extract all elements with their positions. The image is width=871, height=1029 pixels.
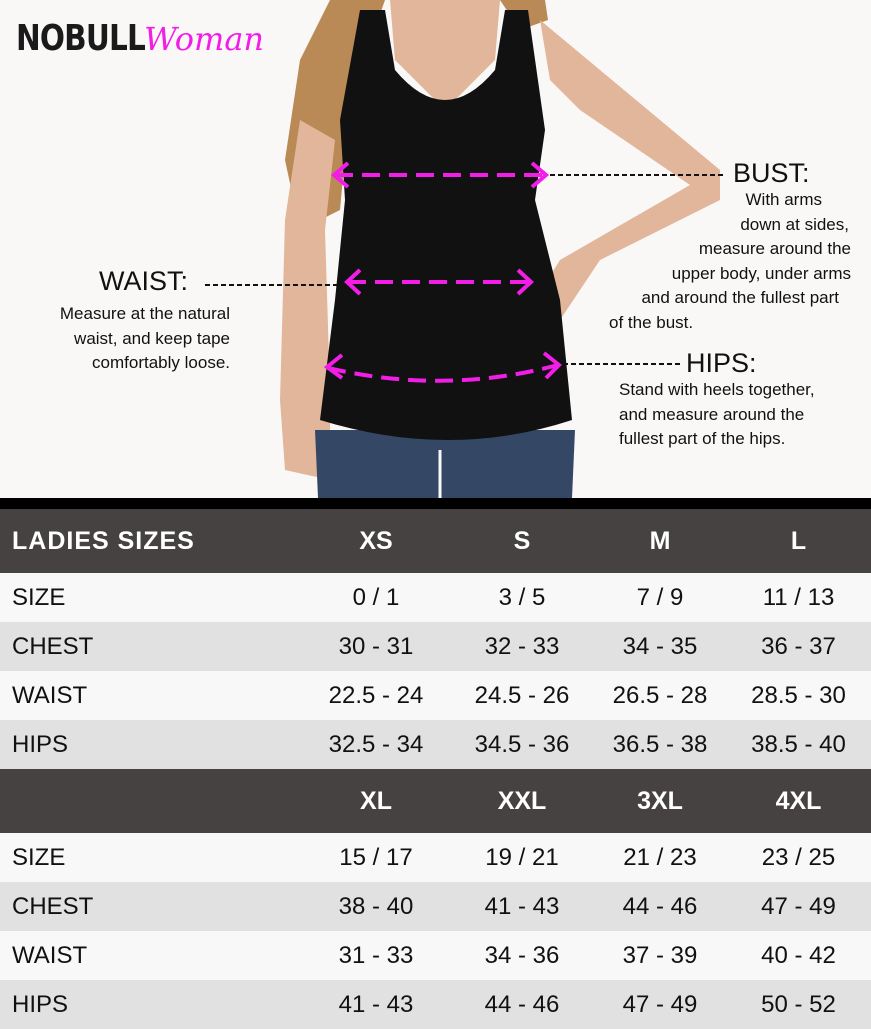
size-cell: XS bbox=[302, 509, 450, 573]
table-row: WAIST 22.5 - 24 24.5 - 26 26.5 - 28 28.5 - 3… bbox=[0, 671, 871, 720]
bust-line: down at sides, bbox=[740, 214, 849, 234]
hips-line: Stand with heels together, bbox=[619, 380, 815, 399]
table-row: HIPS 41 - 43 44 - 46 47 - 49 50 - 52 bbox=[0, 980, 871, 1029]
size-cell: L bbox=[726, 509, 871, 573]
size-cell: 50 - 52 bbox=[726, 980, 871, 1029]
size-cell: 7 / 9 bbox=[594, 573, 726, 622]
hips-line: and measure around the bbox=[619, 404, 805, 424]
header-row: LADIES SIZES XS S M L bbox=[0, 509, 871, 573]
bust-line: of the bust. bbox=[609, 312, 694, 332]
row-label: HIPS bbox=[0, 980, 302, 1029]
waist-line: waist, and keep tape bbox=[74, 328, 230, 348]
bust-line: measure around the bbox=[698, 239, 851, 258]
size-cell: 34 - 36 bbox=[450, 931, 594, 980]
size-cell: 11 / 13 bbox=[726, 573, 871, 622]
size-cell: 32 - 33 bbox=[450, 622, 594, 671]
size-cell: 38.5 - 40 bbox=[726, 720, 871, 769]
divider-bar bbox=[0, 498, 871, 509]
waist-title: WAIST: bbox=[99, 266, 189, 296]
model-photo: NOBULL Woman BUST: With arms down at sid… bbox=[0, 0, 871, 498]
bust-line: With arms bbox=[745, 190, 823, 209]
model-illustration bbox=[205, 0, 725, 498]
size-cell: 24.5 - 26 bbox=[450, 671, 594, 720]
row-label: WAIST bbox=[0, 671, 302, 720]
header-row: XL XXL 3XL 4XL bbox=[0, 769, 871, 833]
row-label: HIPS bbox=[0, 720, 302, 769]
row-label bbox=[0, 769, 302, 833]
table-row: WAIST 31 - 33 34 - 36 37 - 39 40 - 42 bbox=[0, 931, 871, 980]
size-cell: 3XL bbox=[594, 769, 726, 833]
brand-logo: NOBULL Woman bbox=[16, 18, 264, 59]
size-cell: 47 - 49 bbox=[594, 980, 726, 1029]
size-cell: 31 - 33 bbox=[302, 931, 450, 980]
hips-line: fullest part of the hips. bbox=[619, 429, 786, 448]
size-cell: 23 / 25 bbox=[726, 833, 871, 882]
size-cell: 30 - 31 bbox=[302, 622, 450, 671]
size-cell: 26.5 - 28 bbox=[594, 671, 726, 720]
bust-title: BUST: bbox=[733, 158, 810, 188]
bust-description: With arms down at sides, measure around … bbox=[591, 188, 851, 335]
size-cell: 36 - 37 bbox=[726, 622, 871, 671]
waist-line: Measure at the natural bbox=[59, 304, 230, 323]
table-row: SIZE 15 / 17 19 / 21 21 / 23 23 / 25 bbox=[0, 833, 871, 882]
size-cell: 3 / 5 bbox=[450, 573, 594, 622]
size-cell: 36.5 - 38 bbox=[594, 720, 726, 769]
size-cell: 41 - 43 bbox=[302, 980, 450, 1029]
size-cell: 34.5 - 36 bbox=[450, 720, 594, 769]
size-cell: S bbox=[450, 509, 594, 573]
hips-description: Stand with heels together, and measure a… bbox=[619, 378, 815, 452]
row-label: CHEST bbox=[0, 882, 302, 931]
size-cell: 41 - 43 bbox=[450, 882, 594, 931]
size-cell: 34 - 35 bbox=[594, 622, 726, 671]
bust-line: upper body, under arms bbox=[671, 263, 851, 283]
waist-description: Measure at the natural waist, and keep t… bbox=[0, 302, 230, 376]
size-cell: M bbox=[594, 509, 726, 573]
size-cell: 21 / 23 bbox=[594, 833, 726, 882]
size-cell: 37 - 39 bbox=[594, 931, 726, 980]
row-label: SIZE bbox=[0, 573, 302, 622]
waist-line: comfortably loose. bbox=[92, 353, 230, 372]
size-cell: 4XL bbox=[726, 769, 871, 833]
size-cell: 40 - 42 bbox=[726, 931, 871, 980]
table-row: HIPS 32.5 - 34 34.5 - 36 36.5 - 38 38.5 - 40 bbox=[0, 720, 871, 769]
hips-title: HIPS: bbox=[686, 348, 757, 378]
size-cell: 28.5 - 30 bbox=[726, 671, 871, 720]
brand-name: NOBULL bbox=[16, 18, 146, 59]
bust-line: and around the fullest part bbox=[641, 288, 839, 307]
size-cell: 19 / 21 bbox=[450, 833, 594, 882]
row-label: WAIST bbox=[0, 931, 302, 980]
size-cell: 47 - 49 bbox=[726, 882, 871, 931]
size-cell: 15 / 17 bbox=[302, 833, 450, 882]
table-row: CHEST 38 - 40 41 - 43 44 - 46 47 - 49 bbox=[0, 882, 871, 931]
row-label: SIZE bbox=[0, 833, 302, 882]
size-cell: 32.5 - 34 bbox=[302, 720, 450, 769]
size-cell: 44 - 46 bbox=[450, 980, 594, 1029]
table-row: CHEST 30 - 31 32 - 33 34 - 35 36 - 37 bbox=[0, 622, 871, 671]
row-label: CHEST bbox=[0, 622, 302, 671]
size-cell: 38 - 40 bbox=[302, 882, 450, 931]
size-cell: XXL bbox=[450, 769, 594, 833]
size-cell: 0 / 1 bbox=[302, 573, 450, 622]
brand-sub: Woman bbox=[144, 20, 265, 58]
size-cell: 22.5 - 24 bbox=[302, 671, 450, 720]
row-label: LADIES SIZES bbox=[0, 509, 302, 573]
size-cell: 44 - 46 bbox=[594, 882, 726, 931]
size-cell: XL bbox=[302, 769, 450, 833]
